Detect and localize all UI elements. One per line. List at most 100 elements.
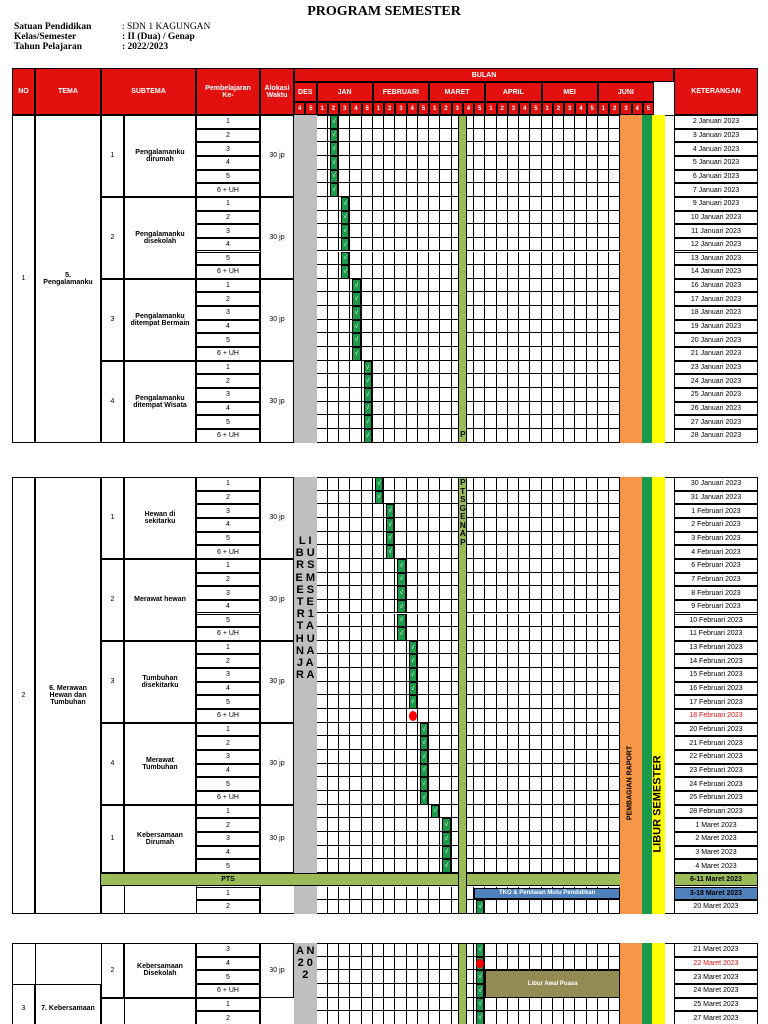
- schedule-cell: [474, 128, 486, 143]
- schedule-cell: [552, 956, 564, 971]
- schedule-cell: [541, 517, 553, 532]
- schedule-cell: [564, 586, 576, 600]
- schedule-cell: [485, 428, 497, 443]
- schedule-cell: [327, 886, 339, 901]
- schedule-cell: [519, 374, 531, 388]
- libur-semester-text: LIBUR SEMESTER: [651, 755, 664, 853]
- schedule-cell: [552, 831, 564, 846]
- schedule-cell: [429, 142, 441, 156]
- schedule-cell: [440, 477, 452, 491]
- schedule-cell: [361, 886, 373, 901]
- check-mark: √: [386, 517, 395, 532]
- schedule-cell: [575, 360, 587, 375]
- schedule-cell: [597, 627, 609, 641]
- schedule-cell: [316, 428, 328, 443]
- schedule-cell: [361, 804, 373, 819]
- schedule-cell: [575, 183, 587, 197]
- schedule-cell: [440, 183, 452, 197]
- pembelajaran-ke: 6 + UH: [196, 347, 260, 361]
- pts-genap-column: [458, 477, 468, 914]
- header-week: 5: [530, 102, 542, 115]
- schedule-cell: [496, 681, 508, 696]
- schedule-cell: [350, 763, 362, 778]
- schedule-cell: [530, 251, 542, 266]
- schedule-cell: [586, 374, 598, 388]
- check-mark: √: [419, 750, 428, 764]
- header-pembelajaran: Pembelajaran Ke-: [196, 68, 260, 115]
- schedule-cell: [530, 763, 542, 778]
- schedule-cell: [406, 722, 418, 737]
- schedule-cell: [316, 278, 328, 293]
- schedule-cell: [395, 831, 407, 846]
- schedule-cell: [462, 517, 474, 532]
- schedule-cell: [339, 504, 351, 518]
- keterangan-date: 20 Januari 2023: [674, 333, 758, 348]
- schedule-cell: [417, 278, 429, 293]
- schedule-cell: [496, 401, 508, 416]
- keterangan-date: 7 Februari 2023: [674, 572, 758, 587]
- schedule-cell: [496, 278, 508, 293]
- header-week: 3: [507, 102, 519, 115]
- schedule-cell: [609, 477, 621, 491]
- section-tema: 7. Kebersamaan: [35, 983, 101, 1024]
- schedule-cell: [485, 1011, 497, 1024]
- schedule-cell: [609, 997, 621, 1012]
- schedule-cell: [507, 251, 519, 266]
- schedule-cell: [429, 306, 441, 320]
- schedule-cell: [552, 251, 564, 266]
- schedule-cell: [541, 777, 553, 791]
- schedule-cell: [339, 1011, 351, 1024]
- schedule-cell: [597, 292, 609, 307]
- schedule-cell: [597, 695, 609, 710]
- schedule-cell: [485, 128, 497, 143]
- schedule-cell: [496, 900, 508, 914]
- schedule-cell: [586, 155, 598, 170]
- pembelajaran-ke: 2: [196, 374, 260, 388]
- schedule-cell: [474, 490, 486, 505]
- schedule-cell: [327, 736, 339, 750]
- schedule-cell: [609, 210, 621, 225]
- schedule-cell: [350, 142, 362, 156]
- schedule-cell: [406, 306, 418, 320]
- red-dot: [408, 711, 417, 721]
- schedule-cell: [564, 360, 576, 375]
- schedule-cell: [552, 845, 564, 860]
- schedule-cell: [327, 531, 339, 546]
- pembelajaran-ke: 1: [196, 360, 260, 375]
- schedule-cell: [575, 956, 587, 971]
- schedule-cell: [406, 278, 418, 293]
- schedule-cell: [429, 613, 441, 628]
- schedule-cell: [474, 750, 486, 764]
- schedule-cell: [327, 640, 339, 655]
- header-no: NO: [12, 68, 35, 115]
- schedule-cell: [339, 804, 351, 819]
- schedule-cell: [327, 668, 339, 682]
- schedule-cell: [575, 668, 587, 682]
- schedule-cell: [406, 983, 418, 998]
- schedule-cell: [384, 347, 396, 361]
- schedule-cell: [429, 970, 441, 984]
- schedule-cell: [361, 517, 373, 532]
- schedule-cell: [406, 886, 418, 901]
- schedule-cell: [462, 970, 474, 984]
- schedule-cell: [541, 477, 553, 491]
- schedule-cell: [327, 265, 339, 279]
- schedule-cell: [339, 613, 351, 628]
- schedule-cell: [586, 736, 598, 750]
- check-mark: √: [408, 681, 417, 696]
- schedule-cell: [597, 722, 609, 737]
- schedule-cell: [530, 196, 542, 211]
- schedule-cell: [575, 586, 587, 600]
- schedule-cell: [440, 251, 452, 266]
- schedule-cell: [541, 292, 553, 307]
- schedule-cell: [361, 818, 373, 832]
- schedule-cell: [597, 790, 609, 805]
- check-mark: √: [352, 306, 361, 320]
- schedule-cell: [575, 504, 587, 518]
- schedule-cell: [597, 545, 609, 559]
- schedule-cell: [339, 681, 351, 696]
- schedule-cell: [507, 490, 519, 505]
- check-mark: √: [341, 224, 350, 238]
- schedule-cell: [485, 804, 497, 819]
- schedule-cell: [485, 401, 497, 416]
